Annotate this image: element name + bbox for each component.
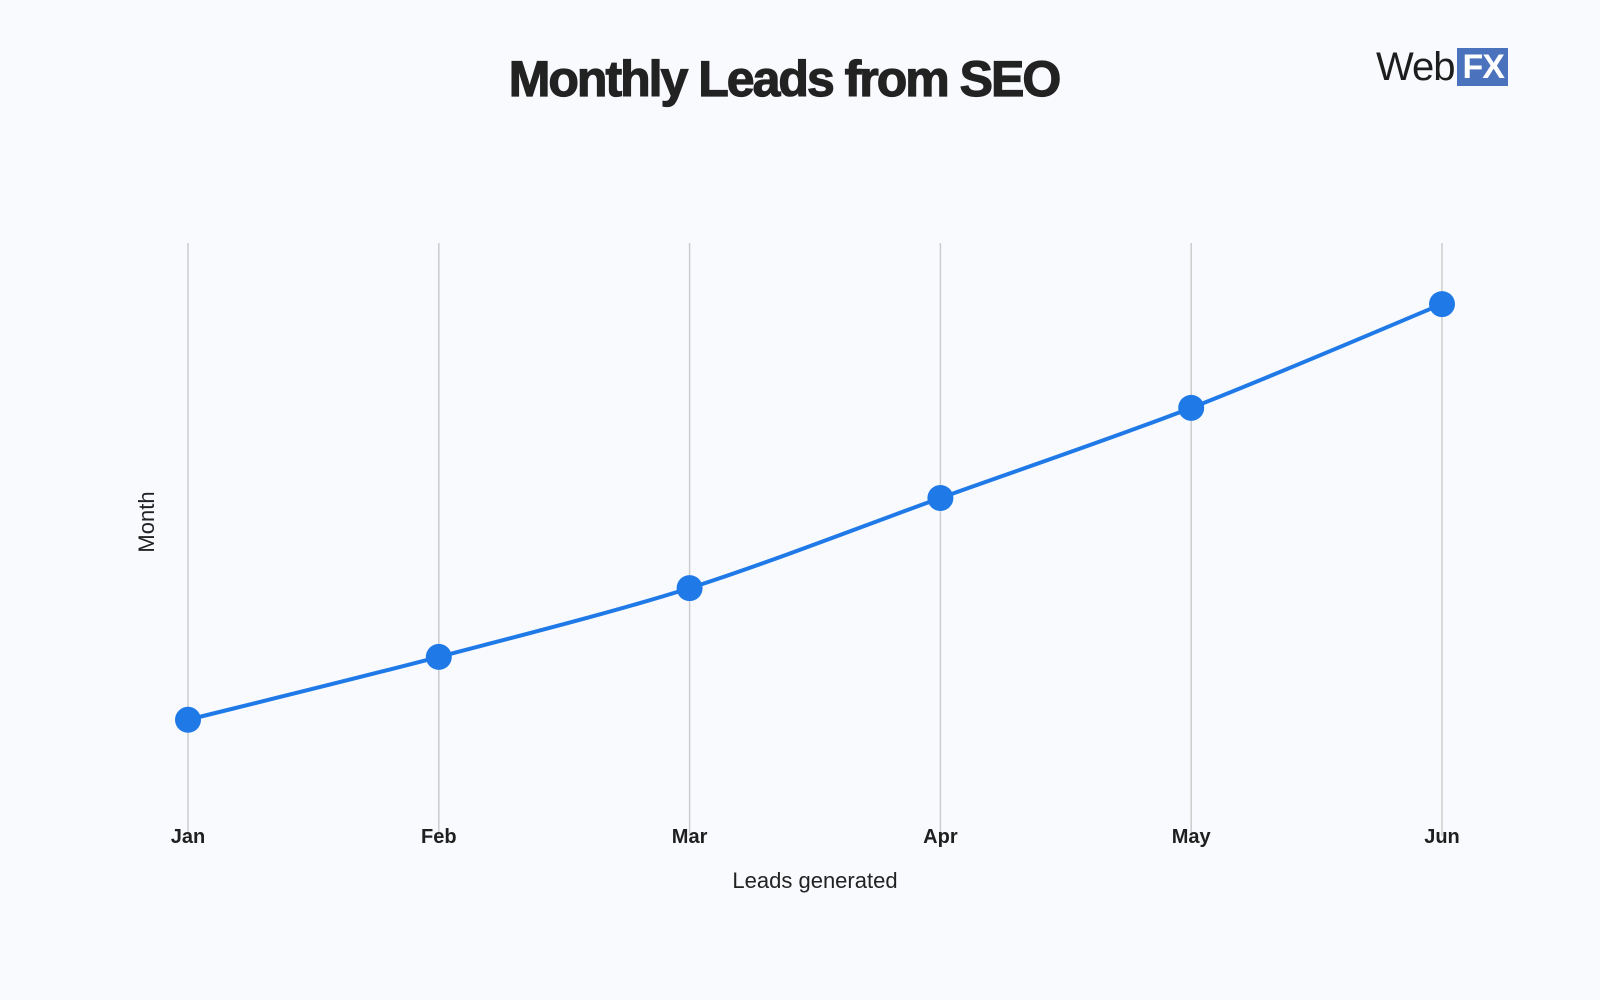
data-point-mar — [676, 575, 703, 602]
y-axis-title: Month — [134, 491, 159, 553]
data-point-jun — [1429, 291, 1455, 318]
x-tick-label-feb: Feb — [421, 826, 457, 848]
x-tick-label-jan: Jan — [170, 826, 206, 848]
x-tick-label-jun: Jun — [1424, 826, 1460, 848]
chart-title: Monthly Leads from SEO — [508, 50, 1062, 107]
x-axis-title: Leads generated — [732, 868, 898, 893]
data-point-may — [1178, 394, 1205, 421]
data-markers — [175, 291, 1455, 733]
logo-fx-badge: FX — [1456, 48, 1508, 86]
x-tick-label-may: May — [1171, 826, 1211, 848]
data-point-apr — [927, 484, 954, 511]
leads-line — [186, 302, 1444, 722]
webfx-logo: Web FX — [1376, 47, 1508, 87]
x-tick-label-apr: Apr — [923, 826, 958, 848]
x-tick-label-mar: Mar — [671, 826, 708, 848]
data-point-jan — [175, 706, 201, 733]
gridlines — [187, 243, 1443, 836]
data-point-feb — [425, 643, 452, 670]
logo-web-text: Web — [1376, 45, 1456, 89]
